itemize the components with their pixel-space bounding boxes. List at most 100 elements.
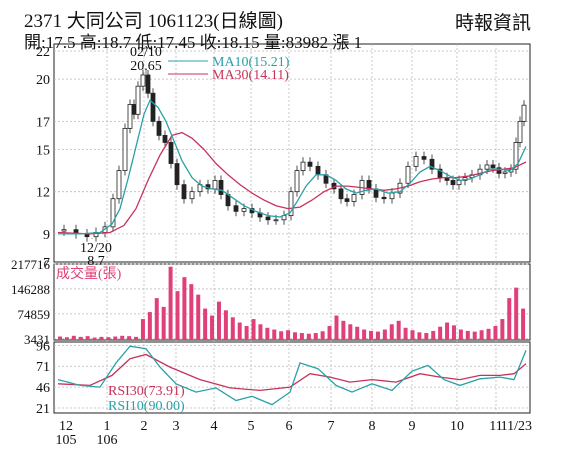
volume-bar [299, 333, 304, 340]
candle-body [288, 191, 294, 216]
candle-body [421, 156, 427, 160]
month-label: 5 [248, 419, 255, 434]
rsi-tick-label: 71 [36, 360, 50, 375]
year-label: 106 [97, 433, 118, 448]
volume-bar [154, 298, 159, 340]
volume-bar [78, 336, 83, 340]
candle-body [162, 135, 168, 143]
ma10-line [58, 99, 527, 235]
rsi-panel-frame [53, 341, 531, 414]
candle-body [351, 194, 357, 202]
volume-bar [279, 331, 284, 340]
candle-body [127, 104, 133, 129]
month-label: 4 [211, 419, 218, 434]
candle-body [521, 104, 527, 122]
volume-bar [258, 324, 263, 340]
candle-body [413, 156, 419, 167]
month-label: 7 [328, 419, 335, 434]
candle-body [429, 158, 435, 170]
low-value-label: 8.7 [87, 254, 105, 269]
volume-bar [210, 315, 215, 340]
rsi10-legend-label: RSI10(90.00) [108, 399, 185, 414]
price-tick-label: 15 [36, 143, 50, 158]
candle-body [212, 180, 218, 190]
volume-bar [500, 319, 505, 340]
rsi-tick-label: 46 [36, 381, 50, 396]
month-label: 3 [173, 419, 180, 434]
candle-body [131, 104, 137, 115]
volume-bar [458, 329, 463, 340]
volume-panel-frame [53, 263, 531, 341]
volume-bar [479, 330, 484, 340]
volume-bar [265, 327, 270, 340]
candle-body [405, 165, 411, 184]
candle-body [456, 180, 462, 186]
candle-body [110, 198, 116, 228]
volume-panel-title: 成交量(張) [56, 265, 122, 282]
candle-body [116, 170, 122, 200]
volume-bar [382, 329, 387, 340]
rsi-tick-label: 96 [36, 339, 50, 354]
chart-title: 2371 大同公司 1061123(日線圖) [24, 11, 283, 32]
volume-bar [64, 337, 69, 340]
candle-body [174, 163, 180, 186]
high-date-label: 02/10 [130, 45, 162, 60]
month-label: 10 [450, 419, 464, 434]
month-label: 8 [369, 419, 376, 434]
month-label: 11 [489, 419, 502, 434]
candle-body [181, 184, 187, 200]
volume-bar [348, 324, 353, 340]
rsi30-line [57, 353, 527, 392]
candle-body [273, 219, 279, 222]
volume-bar [251, 319, 256, 340]
volume-bar [403, 327, 408, 340]
volume-bar [196, 294, 201, 340]
candle-body [381, 196, 387, 200]
candle-body [189, 191, 195, 200]
month-label: 9 [409, 419, 416, 434]
candle-body [122, 127, 128, 171]
candle-body [300, 161, 306, 171]
candle-body [265, 216, 271, 221]
volume-bar [389, 324, 394, 340]
volume-bar [92, 337, 97, 340]
volume-bar [369, 330, 374, 340]
quote-line: 開:17.5 高:18.7 低:17.45 收:18.15 量:83982 漲 … [24, 33, 363, 52]
volume-bar [306, 333, 311, 340]
volume-bar [161, 306, 166, 340]
volume-bar [168, 266, 173, 340]
volume-bar [237, 322, 242, 340]
volume-bar [58, 336, 62, 340]
candle-body [61, 229, 67, 232]
candle-body [135, 85, 141, 115]
volume-bar [216, 301, 221, 340]
candle-body [315, 165, 321, 176]
volume-bar [334, 315, 339, 340]
month-label: 2 [141, 419, 148, 434]
volume-bar [445, 322, 450, 340]
volume-bar [493, 326, 498, 340]
volume-bar [120, 335, 125, 340]
volume-bar [99, 336, 104, 340]
month-label: 1 [104, 419, 111, 434]
volume-bar [113, 336, 118, 340]
rsi10-line [57, 345, 527, 406]
ma30-line [57, 131, 527, 235]
candle-body [484, 164, 490, 170]
candle-body [344, 198, 350, 202]
volume-bar [127, 336, 132, 340]
candle-body [513, 142, 519, 170]
price-tick-label: 20 [36, 73, 50, 88]
candle-body [502, 171, 508, 174]
volume-bar [410, 330, 415, 340]
volume-bar [134, 336, 139, 340]
volume-bar [175, 291, 180, 340]
low-date-label: 12/20 [80, 241, 112, 256]
candle-body [490, 164, 496, 169]
volume-bar [417, 332, 422, 340]
price-tick-label: 22 [36, 45, 50, 60]
candle-body [140, 74, 146, 87]
volume-bar [272, 329, 277, 340]
volume-bar [362, 329, 367, 340]
